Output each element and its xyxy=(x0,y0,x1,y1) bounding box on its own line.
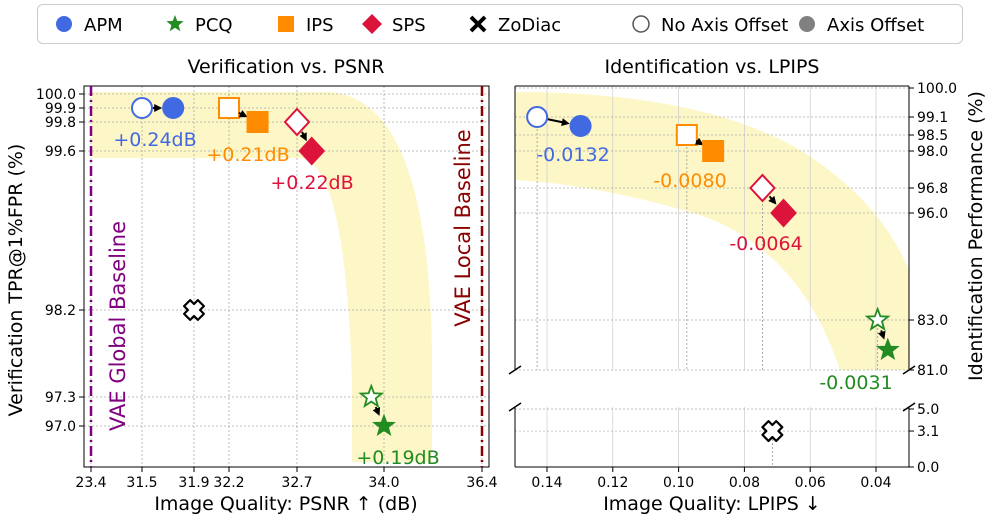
legend-sps-marker xyxy=(362,14,382,34)
right-x-tick-label: 0.10 xyxy=(663,475,694,491)
left-ips-arrow-head xyxy=(238,110,248,118)
left-y-tick-label: 97.3 xyxy=(45,390,76,406)
left-plot-frame xyxy=(83,85,490,468)
right-highlight-band xyxy=(516,92,909,370)
right-apm-no-offset-marker xyxy=(526,106,549,128)
right-y-tick-label: 98.0 xyxy=(917,144,948,160)
right-ips-delta-label: -0.0080 xyxy=(653,170,726,192)
axis-break-mark xyxy=(902,365,916,375)
left-y-tick-label: 99.9 xyxy=(45,101,76,117)
legend-pcq-label: PCQ xyxy=(195,15,233,36)
axis-break-mark xyxy=(508,402,522,412)
left-y-tick-label: 100.0 xyxy=(36,87,76,103)
left-zodiac-no-offset-marker xyxy=(183,299,205,321)
right-pcq-no-offset-marker xyxy=(864,306,891,332)
right-apm-offset-marker xyxy=(569,115,592,137)
left-x-tick-label: 32.2 xyxy=(213,475,244,491)
right-pcq-offset-marker xyxy=(876,337,900,361)
left-sps-delta-label: +0.22dB xyxy=(270,172,353,194)
right-x-tick-label: 0.06 xyxy=(795,475,826,491)
right-sps-no-offset-marker xyxy=(749,173,776,203)
left-x-tick-label: 31.5 xyxy=(126,475,157,491)
legend-apm-marker xyxy=(56,16,72,32)
right-chart-title: Identification vs. LPIPS xyxy=(604,56,819,78)
legend-ips-marker xyxy=(278,16,294,32)
left-pcq-no-offset-marker xyxy=(358,383,385,408)
right-apm-arrow-head xyxy=(561,118,570,127)
left-pcq-offset-marker xyxy=(372,413,396,437)
legend-axis-offset-marker xyxy=(799,16,815,32)
right-ips-offset-marker xyxy=(702,140,725,162)
left-sps-arrow-head xyxy=(299,132,307,142)
right-y-tick-label: 0.0 xyxy=(917,460,939,476)
axis-break-mark xyxy=(902,402,916,412)
left-pcq-arrow-head xyxy=(372,406,381,416)
right-y-tick-label: 5.0 xyxy=(917,402,939,418)
left-apm-delta-label: +0.24dB xyxy=(113,129,196,151)
right-x-tick-label: 0.14 xyxy=(531,475,562,491)
left-apm-offset-marker xyxy=(162,97,185,119)
legend-zodiac-marker-b xyxy=(469,15,487,33)
legend-pcq-marker xyxy=(166,15,184,32)
right-apm-delta-label: -0.0132 xyxy=(536,144,609,166)
right-x-axis-label: Image Quality: LPIPS ↓ xyxy=(603,493,821,515)
right-ips-arrow-head xyxy=(694,137,704,146)
left-highlight-band xyxy=(92,92,432,462)
right-pcq-delta-label: -0.0031 xyxy=(819,372,892,394)
left-x-axis-label: Image Quality: PSNR ↑ (dB) xyxy=(154,493,417,515)
right-sps-delta-label: -0.0064 xyxy=(729,233,802,255)
left-pcq-delta-label: +0.19dB xyxy=(356,447,439,469)
left-x-tick-label: 36.4 xyxy=(466,475,497,491)
right-sps-offset-marker xyxy=(770,198,797,228)
right-pcq-arrow-head xyxy=(877,330,886,340)
left-y-tick-label: 99.8 xyxy=(45,115,76,131)
right-y-tick-label: 81.0 xyxy=(917,363,948,379)
legend-sps-label: SPS xyxy=(392,15,426,36)
legend-apm-label: APM xyxy=(84,15,123,36)
left-ips-offset-marker xyxy=(246,111,269,133)
right-x-tick-label: 0.08 xyxy=(729,475,760,491)
right-y-tick-label: 100.0 xyxy=(917,81,957,97)
right-x-tick-label: 0.04 xyxy=(860,475,891,491)
right-y-tick-label: 96.0 xyxy=(917,206,948,222)
right-zodiac-no-offset-marker xyxy=(761,420,784,443)
legend-zodiac-label: ZoDiac xyxy=(498,15,561,36)
left-x-tick-label: 32.7 xyxy=(281,475,312,491)
left-chart-title: Verification vs. PSNR xyxy=(188,56,385,78)
right-ips-no-offset-marker xyxy=(675,124,698,146)
vae-local-baseline-label: VAE Local Baseline xyxy=(451,129,475,326)
left-ips-delta-label: +0.21dB xyxy=(206,144,289,166)
right-y-tick-label: 99.1 xyxy=(917,110,948,126)
left-sps-no-offset-marker xyxy=(283,107,311,137)
left-y-axis-label: Verification TPR@1%FPR (%) xyxy=(5,144,27,417)
right-y-tick-label: 98.5 xyxy=(917,128,948,144)
legend-no-axis-offset-marker xyxy=(632,15,650,33)
left-y-tick-label: 98.2 xyxy=(45,303,76,319)
right-y-tick-label: 3.1 xyxy=(917,424,939,440)
right-y-tick-label: 83.0 xyxy=(917,313,948,329)
left-x-tick-label: 23.4 xyxy=(75,475,106,491)
left-y-tick-label: 99.6 xyxy=(45,144,76,160)
left-apm-no-offset-marker xyxy=(131,97,153,119)
left-sps-offset-marker xyxy=(298,136,326,166)
legend-no-axis-offset-label: No Axis Offset xyxy=(661,15,788,36)
left-y-tick-label: 97.0 xyxy=(45,419,76,435)
right-x-tick-label: 0.12 xyxy=(597,475,628,491)
axis-break-mark xyxy=(508,365,522,375)
left-x-tick-label: 31.9 xyxy=(178,475,209,491)
legend-axis-offset-label: Axis Offset xyxy=(827,15,924,36)
right-y-axis-label: Identification Performance (%) xyxy=(965,91,987,381)
vae-global-baseline-label: VAE Global Baseline xyxy=(106,221,130,431)
left-apm-arrow-head xyxy=(154,104,163,112)
left-x-tick-label: 34.0 xyxy=(368,475,399,491)
right-sps-arrow-head xyxy=(768,195,777,205)
right-y-tick-label: 96.8 xyxy=(917,181,948,197)
legend-ips-label: IPS xyxy=(306,15,334,36)
left-ips-no-offset-marker xyxy=(218,97,240,119)
